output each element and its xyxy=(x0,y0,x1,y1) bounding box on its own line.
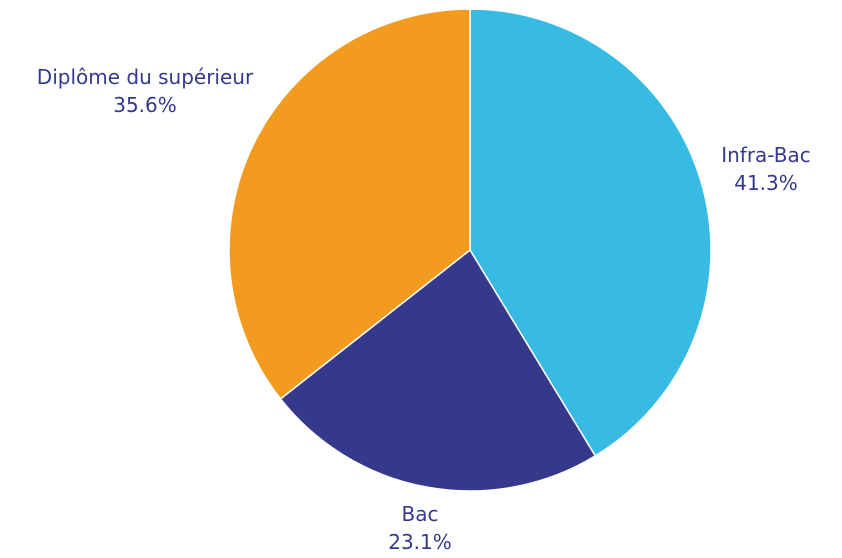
slice-value-bac: 23.1% xyxy=(388,530,452,554)
slices-layer xyxy=(228,8,712,492)
slice-label-infra-bac: Infra-Bac xyxy=(721,143,811,167)
slice-value-diplome-du-superieur: 35.6% xyxy=(113,93,177,117)
slice-label-diplome-du-superieur: Diplôme du supérieur xyxy=(37,65,254,89)
pie-slice-diplome-du-superieur xyxy=(228,8,471,400)
pie-slice-bac xyxy=(279,248,597,492)
slice-label-bac: Bac xyxy=(402,502,439,526)
pie-slice-infra-bac xyxy=(469,8,712,457)
labels-layer: Infra-Bac 41.3% Bac 23.1% Diplôme du supérie… xyxy=(37,65,811,554)
slice-value-infra-bac: 41.3% xyxy=(734,171,798,195)
